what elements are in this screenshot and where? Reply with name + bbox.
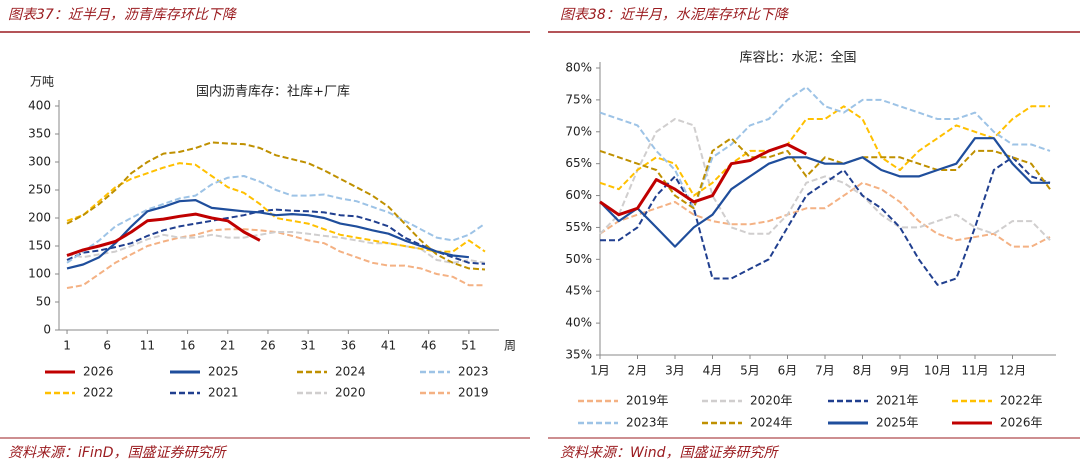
legend-label: 2020年	[750, 394, 793, 408]
x-tick-label: 36	[341, 339, 356, 353]
x-tick-label: 51	[461, 339, 476, 353]
series-line	[66, 141, 486, 271]
source: 资料来源：iFinD，国盛证券研究所	[8, 445, 227, 461]
y-tick-label: 300	[28, 155, 51, 169]
y-tick-label: 250	[28, 183, 51, 197]
x-tick-label: 10月	[924, 364, 951, 378]
x-tick-label: 11月	[961, 364, 988, 378]
source: 资料来源：Wind，国盛证券研究所	[560, 445, 779, 461]
chart-title: 库容比：水泥：全国	[739, 50, 856, 66]
y-tick-label: 65%	[565, 156, 592, 170]
series-line	[599, 86, 1051, 210]
legend-label: 2020	[335, 386, 366, 400]
y-tick-label: 60%	[565, 188, 592, 202]
y-tick-label: 35%	[565, 348, 592, 362]
x-tick-label: 16	[180, 339, 195, 353]
y-tick-label: 150	[28, 239, 51, 253]
series-line	[599, 181, 1051, 248]
series-line	[66, 231, 486, 264]
y-tick-label: 100	[28, 267, 51, 281]
legend-label: 2026年	[1000, 416, 1043, 430]
x-tick-label: 11	[140, 339, 155, 353]
y-tick-label: 50%	[565, 252, 592, 266]
x-tick-label: 6月	[778, 364, 798, 378]
y-axis-label: 万吨	[30, 75, 54, 89]
x-tick-label: 2月	[628, 364, 648, 378]
legend-label: 2019	[458, 386, 489, 400]
legend-label: 2024	[335, 365, 366, 379]
heading: 图表38：近半月，水泥库存环比下降	[560, 7, 790, 23]
x-tick-label: 6	[103, 339, 111, 353]
heading: 图表37：近半月，沥青库存环比下降	[8, 7, 238, 23]
legend-label: 2019年	[626, 394, 669, 408]
series-line	[66, 212, 261, 257]
y-tick-label: 400	[28, 99, 51, 113]
x-axis-label: 周	[504, 339, 516, 353]
series-line	[599, 137, 1050, 248]
chart-title: 国内沥青库存：社库+厂库	[196, 84, 350, 100]
series-line	[600, 156, 1051, 286]
y-tick-label: 45%	[565, 284, 592, 298]
x-tick-label: 1月	[590, 364, 610, 378]
series-line	[599, 105, 1050, 197]
legend-label: 2021	[208, 386, 239, 400]
y-tick-label: 80%	[565, 61, 592, 75]
x-tick-label: 41	[381, 339, 396, 353]
y-tick-label: 75%	[565, 92, 592, 106]
legend-label: 2022年	[1000, 394, 1043, 408]
x-tick-label: 46	[421, 339, 436, 353]
series-line	[66, 162, 486, 253]
legend-label: 2026	[83, 365, 114, 379]
y-tick-label: 55%	[565, 220, 592, 234]
x-tick-label: 5月	[740, 364, 760, 378]
legend-label: 2024年	[750, 416, 793, 430]
series-line	[66, 199, 470, 270]
x-tick-label: 9月	[890, 364, 910, 378]
legend-label: 2023年	[626, 416, 669, 430]
legend-label: 2025年	[876, 416, 919, 430]
y-tick-label: 350	[28, 127, 51, 141]
x-tick-label: 26	[260, 339, 275, 353]
y-tick-label: 200	[28, 211, 51, 225]
y-tick-label: 50	[36, 295, 51, 309]
x-tick-label: 12月	[999, 364, 1026, 378]
series-line	[66, 175, 486, 264]
y-tick-label: 40%	[565, 316, 592, 330]
series-line	[599, 118, 1051, 241]
x-tick-label: 31	[301, 339, 316, 353]
x-tick-label: 7月	[815, 364, 835, 378]
series-line	[599, 143, 807, 217]
y-tick-label: 0	[43, 323, 51, 337]
series-line	[66, 208, 486, 265]
x-tick-label: 21	[220, 339, 235, 353]
x-tick-label: 4月	[703, 364, 723, 378]
legend-label: 2022	[83, 386, 114, 400]
x-tick-label: 3月	[665, 364, 685, 378]
series-line	[599, 137, 1051, 210]
y-tick-label: 70%	[565, 124, 592, 138]
legend-label: 2023	[458, 365, 489, 379]
x-tick-label: 8月	[853, 364, 873, 378]
legend-label: 2025	[208, 365, 239, 379]
x-tick-label: 1	[63, 339, 71, 353]
legend-label: 2021年	[876, 394, 919, 408]
